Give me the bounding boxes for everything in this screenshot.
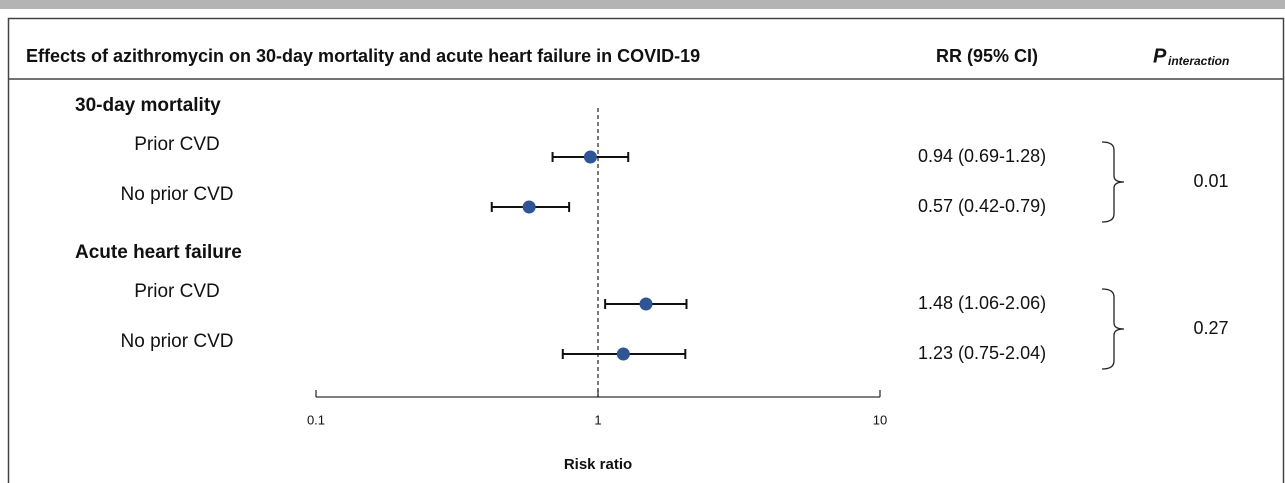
estimate-header: RR (95% CI) <box>936 46 1038 66</box>
estimate-point <box>616 347 630 361</box>
row-label: Prior CVD <box>134 281 220 302</box>
group-label: Acute heart failure <box>75 242 242 263</box>
value-label: 0.57 (0.42-0.79) <box>918 196 1046 216</box>
row-label: No prior CVD <box>121 331 234 352</box>
x-axis-label: Risk ratio <box>564 456 632 473</box>
chart-title: Effects of azithromycin on 30-day mortal… <box>26 46 700 66</box>
row-label: No prior CVD <box>121 184 234 205</box>
value-label: 0.94 (0.69-1.28) <box>918 146 1046 166</box>
top-bar <box>0 0 1285 9</box>
estimate-point <box>639 297 653 311</box>
p-header-subscript: interaction <box>1168 54 1229 68</box>
frame <box>7 17 1285 483</box>
x-tick-label: 1 <box>594 412 601 427</box>
estimate-point <box>522 200 536 214</box>
p-interaction: 0.01 <box>1193 171 1228 191</box>
p-header-symbol: P <box>1153 45 1167 67</box>
bracket <box>1101 288 1125 370</box>
x-tick-label: 0.1 <box>307 412 325 427</box>
value-label: 1.48 (1.06-2.06) <box>918 293 1046 313</box>
bracket <box>1101 141 1125 223</box>
group-label: 30-day mortality <box>75 95 221 116</box>
value-label: 1.23 (0.75-2.04) <box>918 343 1046 363</box>
x-tick-label: 10 <box>873 412 887 427</box>
p-interaction: 0.27 <box>1193 318 1228 338</box>
row-label: Prior CVD <box>134 134 220 155</box>
estimate-point <box>583 150 597 164</box>
